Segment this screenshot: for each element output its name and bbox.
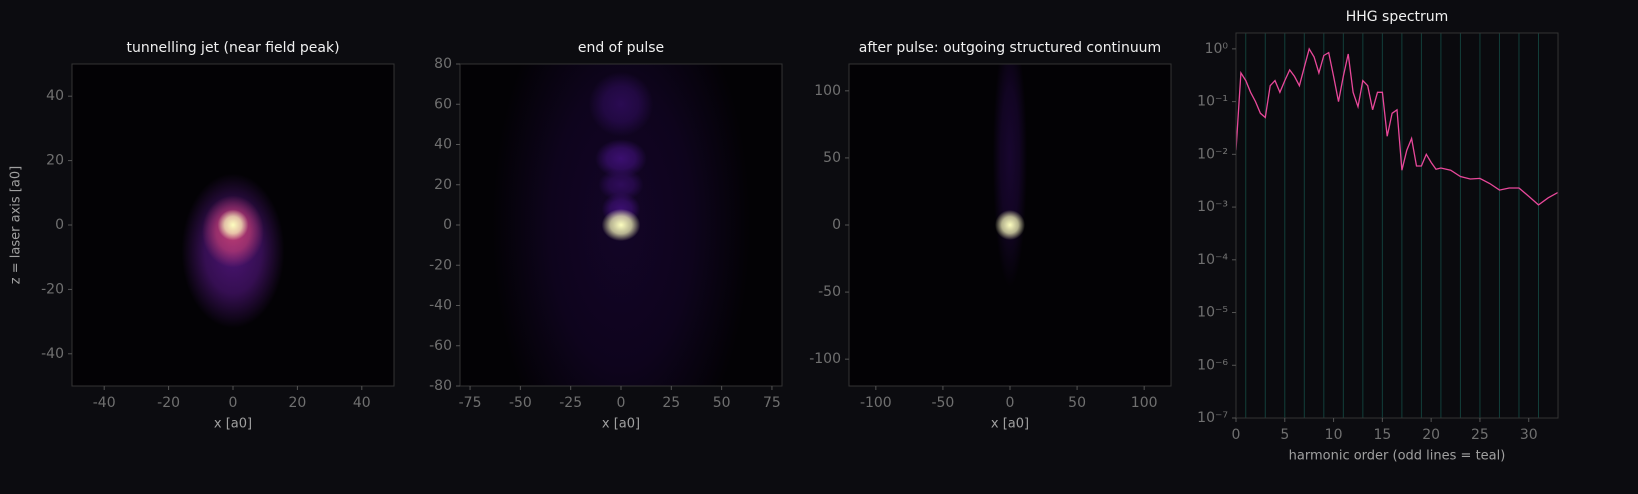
x-tick-label: 75 xyxy=(763,395,781,411)
y-tick-label: -20 xyxy=(429,257,452,273)
density-blob xyxy=(601,208,641,242)
x-tick-label: 10 xyxy=(1325,427,1343,443)
plot-content xyxy=(492,64,750,386)
plot-area xyxy=(1236,33,1558,418)
x-axis-label: x [a0] xyxy=(214,417,252,432)
y-tick-label: 10⁰ xyxy=(1205,41,1229,57)
density-blob xyxy=(217,209,249,241)
x-tick-label: 20 xyxy=(288,395,306,411)
chart-title: HHG spectrum xyxy=(1346,9,1449,25)
y-tick-label: 10⁻⁵ xyxy=(1197,305,1228,321)
y-tick-label: 50 xyxy=(823,150,841,166)
y-tick-label: 0 xyxy=(55,217,64,233)
y-tick-label: -40 xyxy=(429,298,452,314)
x-axis-label: harmonic order (odd lines = teal) xyxy=(1289,449,1506,464)
y-tick-label: 0 xyxy=(443,217,452,233)
y-tick-label: 20 xyxy=(46,153,64,169)
y-tick-label: 10⁻¹ xyxy=(1197,94,1228,110)
x-tick-label: -20 xyxy=(157,395,180,411)
x-tick-label: -100 xyxy=(860,395,892,411)
x-tick-label: 50 xyxy=(713,395,731,411)
y-tick-label: -40 xyxy=(41,346,64,362)
plot-content xyxy=(181,173,285,329)
plot-content xyxy=(992,64,1028,287)
x-tick-label: 40 xyxy=(353,395,371,411)
spectrum-line xyxy=(1236,47,1558,206)
x-tick-label: 5 xyxy=(1280,427,1289,443)
y-tick-label: 10⁻⁶ xyxy=(1197,357,1228,373)
x-tick-label: -75 xyxy=(459,395,482,411)
x-tick-label: 25 xyxy=(1471,427,1489,443)
x-tick-label: -50 xyxy=(931,395,954,411)
x-tick-label: 15 xyxy=(1373,427,1391,443)
y-tick-label: 10⁻³ xyxy=(1197,199,1228,215)
y-tick-label: 60 xyxy=(434,96,452,112)
density-blob xyxy=(595,139,647,178)
x-tick-label: 0 xyxy=(229,395,238,411)
chart-title: after pulse: outgoing structured continu… xyxy=(859,40,1161,56)
y-tick-label: 40 xyxy=(46,88,64,104)
chart-title: tunnelling jet (near field peak) xyxy=(126,40,339,56)
y-tick-label: 100 xyxy=(814,83,841,99)
y-tick-label: 20 xyxy=(434,177,452,193)
x-axis-label: x [a0] xyxy=(991,417,1029,432)
x-tick-label: 0 xyxy=(1006,395,1015,411)
x-axis-label: x [a0] xyxy=(602,417,640,432)
y-axis-label: z = laser axis [a0] xyxy=(9,166,24,284)
x-tick-label: 20 xyxy=(1422,427,1440,443)
x-tick-label: 50 xyxy=(1068,395,1086,411)
x-tick-label: -50 xyxy=(509,395,532,411)
y-tick-label: -100 xyxy=(809,351,841,367)
x-tick-label: -40 xyxy=(93,395,116,411)
axes-frame xyxy=(1235,32,1559,419)
y-tick-label: 10⁻⁴ xyxy=(1197,252,1228,268)
y-tick-label: -80 xyxy=(429,378,452,394)
y-tick-label: -60 xyxy=(429,338,452,354)
x-tick-label: 0 xyxy=(1232,427,1241,443)
x-tick-label: 100 xyxy=(1131,395,1158,411)
density-blob xyxy=(992,64,1028,287)
y-tick-label: 10⁻⁷ xyxy=(1197,410,1228,426)
x-tick-label: 30 xyxy=(1520,427,1538,443)
chart-title: end of pulse xyxy=(578,40,664,56)
x-tick-label: 0 xyxy=(617,395,626,411)
y-tick-label: 40 xyxy=(434,137,452,153)
y-tick-label: 0 xyxy=(832,217,841,233)
density-blob xyxy=(994,209,1026,241)
x-tick-label: -25 xyxy=(559,395,582,411)
density-blob xyxy=(598,168,644,201)
y-tick-label: -20 xyxy=(41,281,64,297)
x-tick-label: 25 xyxy=(662,395,680,411)
y-tick-label: -50 xyxy=(818,284,841,300)
y-tick-label: 80 xyxy=(434,56,452,72)
density-blob xyxy=(588,72,654,137)
y-tick-label: 10⁻² xyxy=(1197,146,1228,162)
plot-content xyxy=(1236,33,1558,418)
